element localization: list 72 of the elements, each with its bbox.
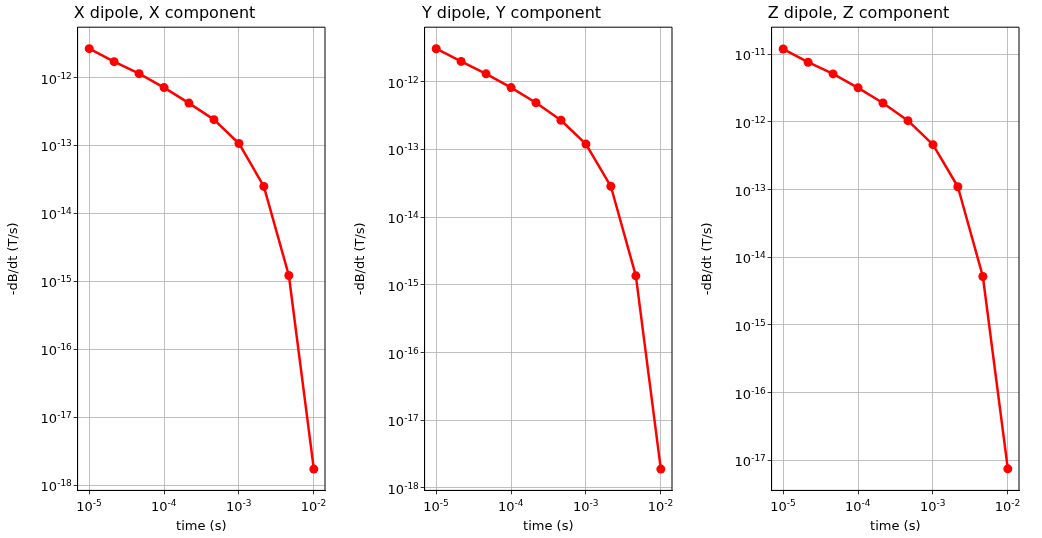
x-tick-label: 10$^{-3}$ — [919, 497, 946, 515]
y-tick-label: 10$^{-17}$ — [734, 452, 766, 470]
y-tick-label: 10$^{-12}$ — [387, 73, 419, 92]
y-axis-title: -dB/dt (T/s) — [699, 222, 715, 296]
point — [978, 271, 988, 281]
x-tick-label: 10$^{-5}$ — [423, 497, 449, 515]
point — [134, 69, 144, 79]
y-tick-label: 10$^{-17}$ — [40, 409, 72, 427]
y-tick-label: 10$^{-14}$ — [40, 205, 72, 223]
x-tick-label: 10$^{-4}$ — [498, 497, 524, 515]
y-tick-label: 10$^{-18}$ — [387, 479, 419, 498]
x-tick-label: 10$^{-3}$ — [225, 497, 252, 515]
point — [778, 44, 788, 54]
y-axis-title: -dB/dt (T/s) — [352, 222, 368, 296]
y-tick-label: 10$^{-15}$ — [387, 276, 419, 295]
point — [531, 98, 541, 108]
y-tick-label: 10$^{-18}$ — [40, 477, 72, 495]
point — [259, 181, 269, 191]
x-axis-title: time (s) — [870, 517, 921, 533]
y-tick-label: 10$^{-17}$ — [387, 412, 419, 430]
y-tick-label: 10$^{-11}$ — [734, 46, 766, 64]
point — [656, 464, 666, 474]
x-axis-title: time (s) — [523, 517, 574, 533]
point — [953, 182, 963, 192]
y-tick-label: 10$^{-13}$ — [734, 181, 766, 199]
x-tick-label: 10$^{-5}$ — [76, 497, 102, 515]
point — [481, 69, 491, 79]
x-tick-label: 10$^{-2}$ — [647, 497, 674, 515]
y-tick-label: 10$^{-15}$ — [734, 316, 766, 335]
y-tick-label: 10$^{-16}$ — [40, 341, 72, 359]
point — [928, 140, 938, 150]
point — [431, 44, 441, 54]
point — [1003, 464, 1013, 474]
point — [828, 69, 838, 79]
point — [631, 271, 641, 281]
y-tick-label: 10$^{-16}$ — [734, 384, 766, 402]
x-axis-title: time (s) — [176, 517, 227, 533]
chart-title: X dipole, X component — [73, 2, 256, 22]
point — [84, 44, 94, 54]
point — [284, 271, 294, 281]
point — [878, 98, 888, 108]
x-tick-label: 10$^{-5}$ — [770, 497, 796, 515]
point — [853, 83, 863, 93]
y-tick-label: 10$^{-14}$ — [387, 209, 419, 227]
point — [606, 181, 616, 191]
point — [209, 115, 219, 125]
x-tick-label: 10$^{-4}$ — [151, 497, 177, 515]
chart-title: Y dipole, Y component — [420, 2, 602, 22]
y-axis-title: -dB/dt (T/s) — [5, 222, 21, 296]
y-tick-label: 10$^{-16}$ — [387, 344, 419, 362]
point — [109, 57, 119, 67]
y-tick-label: 10$^{-14}$ — [734, 249, 766, 267]
x-tick-label: 10$^{-3}$ — [572, 497, 599, 515]
y-tick-label: 10$^{-12}$ — [40, 69, 72, 87]
x-tick-label: 10$^{-2}$ — [994, 497, 1021, 515]
point — [903, 116, 913, 126]
y-tick-label: 10$^{-15}$ — [40, 273, 72, 291]
point — [309, 464, 319, 474]
point — [803, 57, 813, 67]
y-tick-label: 10$^{-13}$ — [387, 141, 419, 159]
point — [456, 56, 466, 66]
chart-title: Z dipole, Z component — [767, 2, 950, 22]
point — [506, 83, 516, 93]
y-tick-label: 10$^{-12}$ — [734, 113, 766, 132]
x-tick-label: 10$^{-4}$ — [845, 497, 871, 515]
point — [234, 138, 244, 148]
x-tick-label: 10$^{-2}$ — [300, 497, 327, 515]
point — [159, 83, 169, 93]
point — [581, 139, 591, 149]
y-tick-label: 10$^{-13}$ — [40, 137, 72, 155]
point — [556, 115, 566, 125]
point — [184, 98, 194, 108]
